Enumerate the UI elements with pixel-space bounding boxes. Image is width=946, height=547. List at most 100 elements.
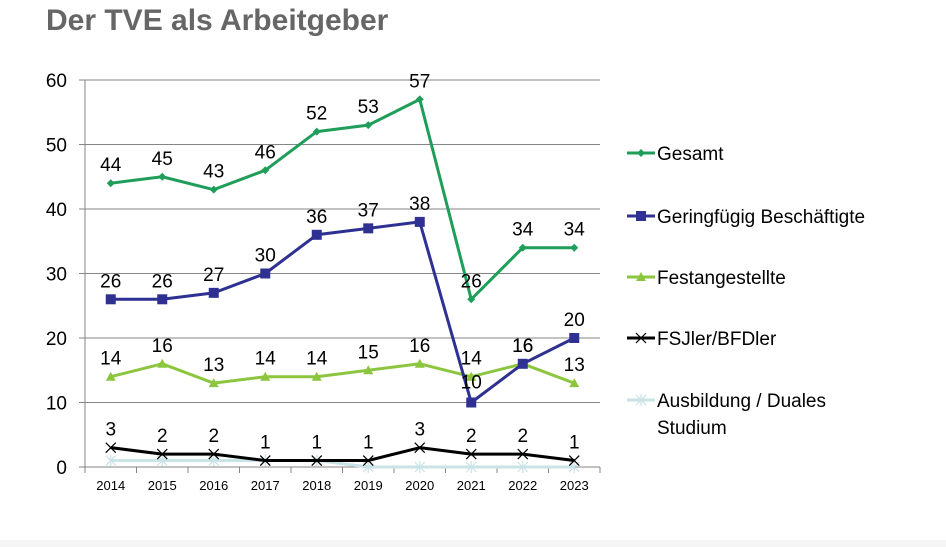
legend-marker-icon xyxy=(636,211,646,221)
data-label: 30 xyxy=(255,246,276,267)
data-point xyxy=(363,365,374,375)
data-label: 20 xyxy=(564,310,585,331)
data-point xyxy=(465,461,477,473)
data-label: 46 xyxy=(255,142,276,163)
data-point xyxy=(209,185,218,194)
marker-stroke xyxy=(311,455,323,466)
data-label: 16 xyxy=(152,336,173,357)
data-point xyxy=(311,229,322,240)
data-point xyxy=(414,442,426,454)
data-point xyxy=(517,461,529,473)
data-point xyxy=(260,268,271,279)
data-point xyxy=(105,371,116,381)
legend-label: Studium xyxy=(657,418,727,439)
data-label: 1 xyxy=(363,433,374,454)
data-point xyxy=(415,95,424,104)
series-geringf-gig-besch-ftigte xyxy=(105,216,580,408)
data-label: 3 xyxy=(105,420,116,441)
series-line xyxy=(110,459,575,469)
data-point xyxy=(569,333,580,343)
data-label: 3 xyxy=(414,420,425,441)
x-tick-label: 2017 xyxy=(251,478,280,493)
data-label: 1 xyxy=(569,433,580,454)
marker-stroke xyxy=(414,442,426,454)
page-title: Der TVE als Arbeitgeber xyxy=(46,4,389,37)
data-label: 2 xyxy=(466,426,477,447)
data-point xyxy=(465,448,477,460)
data-point xyxy=(157,358,168,368)
data-point xyxy=(362,455,374,466)
y-tick-label: 40 xyxy=(46,200,67,221)
x-tick-label: 2023 xyxy=(560,478,589,493)
legend-marker-icon xyxy=(635,332,647,344)
y-tick-label: 10 xyxy=(46,394,67,415)
gridlines xyxy=(79,79,600,403)
data-point xyxy=(518,243,527,252)
data-label: 13 xyxy=(564,355,585,376)
data-point xyxy=(517,358,528,369)
x-tick-label: 2021 xyxy=(457,478,486,493)
data-label: 1 xyxy=(260,433,271,454)
data-point xyxy=(311,371,322,381)
legend-item-fsjler-bfdler: FSJler/BFDler xyxy=(627,329,777,350)
data-label: 2 xyxy=(517,426,528,447)
series-line xyxy=(110,446,575,463)
marker-stroke xyxy=(105,442,117,454)
marker-stroke xyxy=(568,455,580,466)
x-tick-label: 2015 xyxy=(148,478,177,493)
marker-stroke xyxy=(517,448,529,460)
legend-label: Gesamt xyxy=(657,144,724,165)
data-point xyxy=(570,243,579,252)
data-point xyxy=(414,216,425,227)
data-point xyxy=(568,455,580,466)
marker-stroke xyxy=(635,332,647,344)
data-point xyxy=(414,358,425,368)
data-label: 2 xyxy=(208,426,219,447)
data-point xyxy=(106,179,115,188)
data-label: 38 xyxy=(409,194,430,215)
data-point xyxy=(466,371,477,381)
data-label: 53 xyxy=(358,97,379,118)
data-label: 37 xyxy=(358,200,379,221)
data-point xyxy=(208,287,219,298)
data-label: 2 xyxy=(157,426,168,447)
data-point xyxy=(261,166,270,175)
marker-stroke xyxy=(465,448,477,460)
data-label: 14 xyxy=(306,349,328,370)
x-tick-label: 2018 xyxy=(302,478,331,493)
data-point xyxy=(517,448,529,460)
y-tick-label: 50 xyxy=(46,136,67,157)
data-point xyxy=(208,378,219,388)
x-tick-label: 2020 xyxy=(405,478,434,493)
data-label: 1 xyxy=(311,433,322,454)
legend-marker-icon xyxy=(635,394,647,406)
data-label: 14 xyxy=(255,349,277,370)
y-tick-label: 30 xyxy=(46,265,67,286)
data-point xyxy=(105,442,117,454)
data-label: 15 xyxy=(358,342,379,363)
y-tick-label: 20 xyxy=(46,329,67,350)
legend-item-geringf-gig-besch-ftigte: Geringfügig Beschäftigte xyxy=(627,207,865,228)
data-label: 13 xyxy=(203,355,224,376)
legend-marker-icon xyxy=(636,272,646,281)
data-point xyxy=(312,127,321,136)
data-label: 34 xyxy=(564,220,586,241)
series-line xyxy=(110,97,575,301)
x-tick-label: 2016 xyxy=(199,478,228,493)
data-point xyxy=(311,455,323,466)
legend-label: Festangestellte xyxy=(657,268,786,289)
legend: Gesamt Geringfügig Beschäftigte Festangest… xyxy=(627,144,865,439)
bottom-strip xyxy=(0,540,946,547)
data-point xyxy=(259,455,271,466)
x-tick-label: 2022 xyxy=(508,478,537,493)
data-label: 10 xyxy=(461,373,482,394)
data-point xyxy=(363,223,374,234)
data-point xyxy=(466,397,477,408)
data-label: 43 xyxy=(203,162,224,183)
legend-label: Ausbildung / Duales xyxy=(657,391,826,412)
data-point xyxy=(157,294,168,305)
data-label: 26 xyxy=(100,271,121,292)
